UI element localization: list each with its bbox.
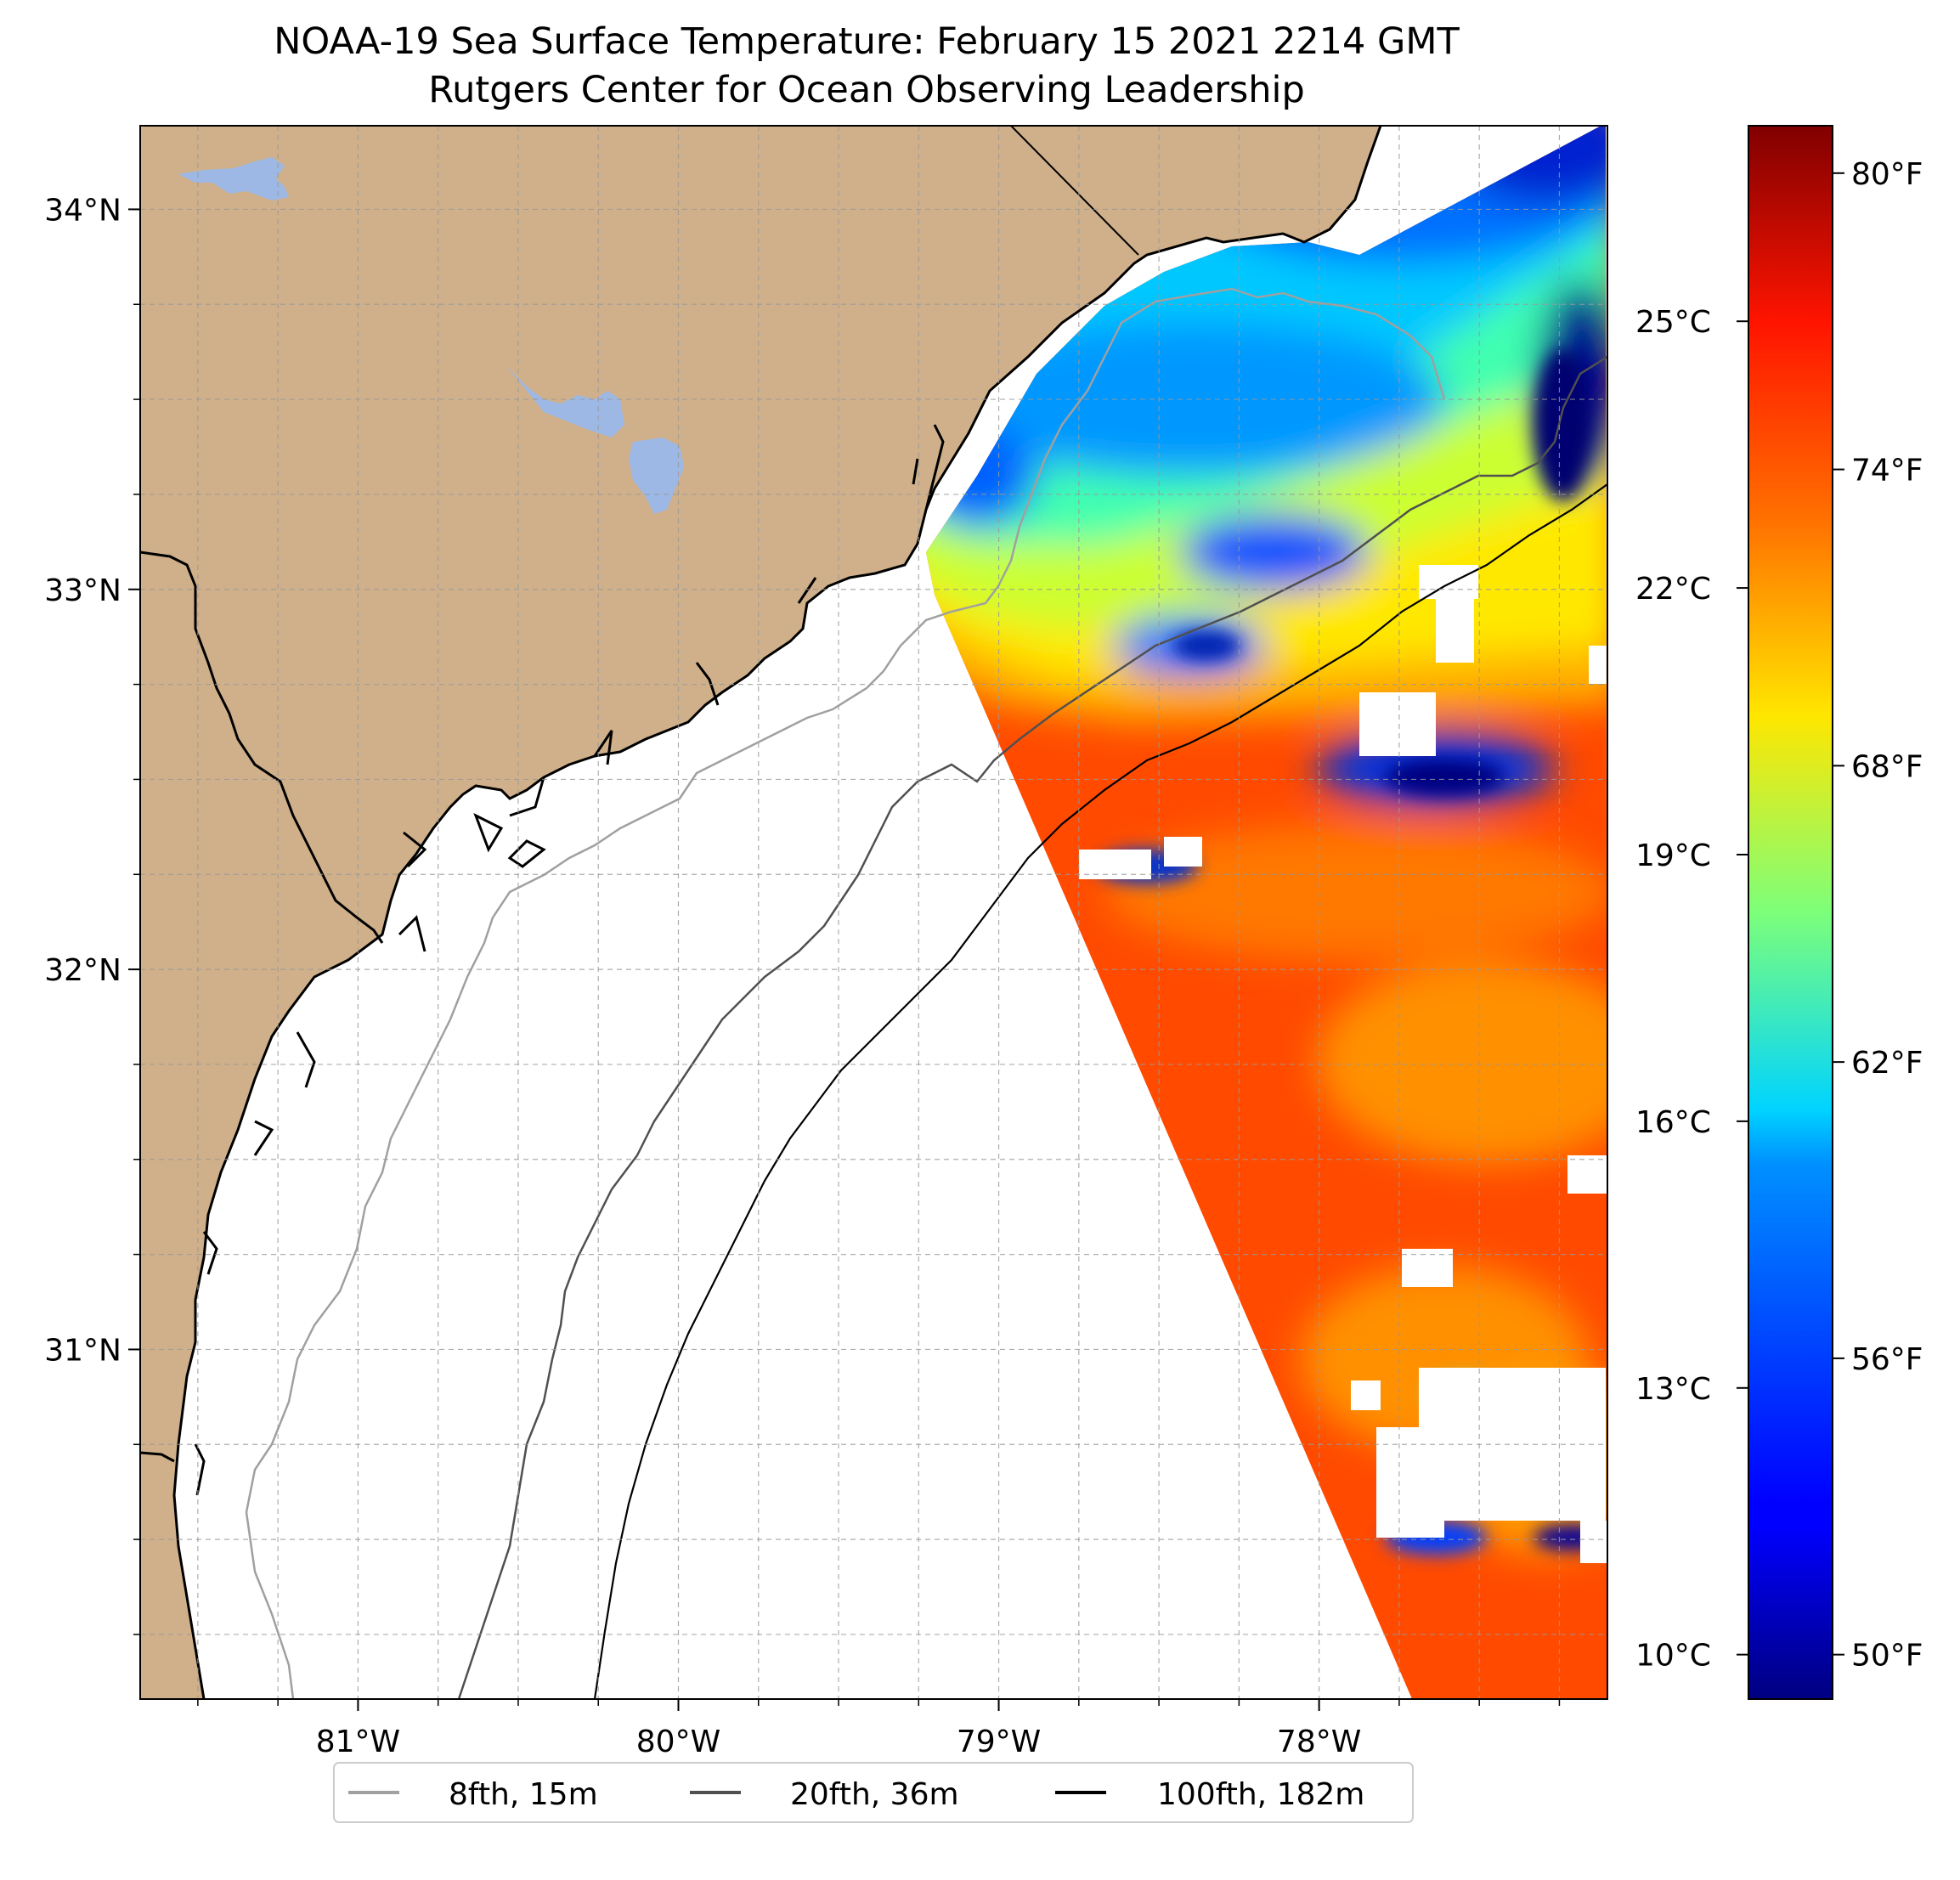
colorbar-celsius-label: 25°C xyxy=(1635,305,1711,340)
lake-moultrie xyxy=(506,365,684,514)
lon-tick-label: 81°W xyxy=(316,1725,400,1759)
colorbar-ticks: 10°C 13°C 16°C 19°C 22°C 25°C 50°F 56°F 62°F 68°F… xyxy=(1635,157,1923,1674)
colorbar-fahrenheit-label: 62°F xyxy=(1851,1046,1923,1081)
lat-tick-label: 33°N xyxy=(44,573,121,608)
colorbar-celsius-label: 16°C xyxy=(1635,1105,1711,1140)
state-border xyxy=(1010,126,1139,256)
colorbar-fahrenheit-label: 74°F xyxy=(1851,454,1923,488)
isobath-8fth xyxy=(245,287,1446,1699)
gridlines xyxy=(140,126,1607,1699)
map-area xyxy=(140,126,1607,1699)
colorbar-celsius-label: 22°C xyxy=(1635,572,1711,607)
lon-tick-label: 79°W xyxy=(957,1725,1041,1759)
legend-box xyxy=(333,1762,1414,1823)
colorbar-fahrenheit-label: 80°F xyxy=(1851,157,1923,192)
river-border xyxy=(140,550,384,1463)
axis-ticks: 81°W 80°W 79°W 78°W 34°N 33°N 32°N 31°N xyxy=(44,193,1561,1759)
isobath-20fth xyxy=(457,355,1607,1699)
lon-tick-label: 80°W xyxy=(636,1725,720,1759)
colorbar-celsius-label: 13°C xyxy=(1635,1372,1711,1407)
map-frame xyxy=(139,125,1608,1700)
figure-title-line2: Rutgers Center for Ocean Observing Leade… xyxy=(428,69,1305,111)
land-mass xyxy=(140,126,1381,1699)
legend-label-8fth: 8fth, 15m xyxy=(449,1777,598,1812)
legend-label-20fth: 20fth, 36m xyxy=(790,1777,959,1812)
lake-marion xyxy=(178,157,289,200)
colorbar-fahrenheit-label: 68°F xyxy=(1851,749,1923,784)
figure-title-line1: NOAA-19 Sea Surface Temperature: Februar… xyxy=(274,20,1460,63)
lon-tick-label: 78°W xyxy=(1277,1725,1361,1759)
colorbar-fahrenheit-label: 56°F xyxy=(1851,1342,1923,1377)
colorbar-celsius-label: 19°C xyxy=(1635,838,1711,873)
legend-label-100fth: 100fth, 182m xyxy=(1157,1777,1364,1812)
coastal-inlets xyxy=(194,424,945,1496)
lat-tick-label: 32°N xyxy=(44,953,121,988)
lat-tick-label: 31°N xyxy=(44,1333,121,1368)
lat-tick-label: 34°N xyxy=(44,193,121,228)
colorbar-gradient xyxy=(1748,125,1833,1700)
colorbar-celsius-label: 10°C xyxy=(1635,1639,1711,1674)
colorbar: 10°C 13°C 16°C 19°C 22°C 25°C 50°F 56°F 62°F 68°F… xyxy=(1635,125,1923,1700)
isobath-100fth xyxy=(593,483,1607,1699)
colorbar-fahrenheit-label: 50°F xyxy=(1851,1639,1923,1674)
isobath-legend: 8fth, 15m 20fth, 36m 100fth, 182m xyxy=(333,1762,1414,1823)
coastline xyxy=(172,126,1382,1699)
